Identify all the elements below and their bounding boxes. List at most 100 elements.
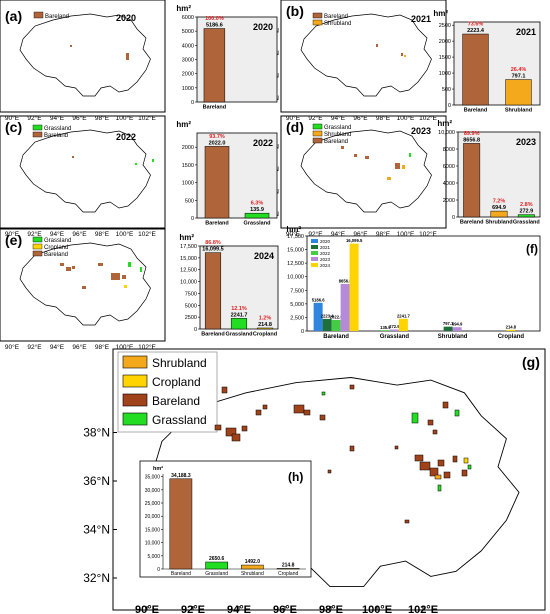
lon-tick-label: 102°E: [419, 114, 437, 122]
bar-panel-f: 0 2,500 5,000 7,500 10,000 12,500 15,000 17,500…: [286, 225, 541, 340]
lon-tick-label: 96°E: [72, 343, 87, 351]
x-tick-label: Bareland: [464, 108, 488, 114]
bar: [452, 327, 462, 331]
bar: [349, 243, 359, 331]
legend-label: Bareland: [324, 14, 348, 20]
lat-tick-label: 32°N: [83, 571, 110, 585]
percent-label: 7.2%: [493, 199, 506, 205]
percent-label: 6.3%: [251, 201, 264, 207]
lon-tick-label: 98°E: [95, 343, 110, 351]
y-axis-unit: hm²: [176, 4, 191, 13]
land-patch: [411, 412, 419, 424]
map-frame: [0, 228, 166, 342]
year-label: 2023: [516, 137, 536, 147]
y-tick-label: 30,000: [145, 488, 161, 494]
legend-swatch-shrubland: [122, 355, 148, 369]
legend-swatch: [311, 245, 318, 249]
x-tick-label: Cropland: [278, 571, 299, 577]
map-a: (a) Bareland 2020: [0, 0, 166, 113]
y-tick-label: 5000: [182, 29, 194, 35]
lon-tick-label: 100°E: [116, 343, 134, 351]
lon-tick-label: 100°E: [116, 114, 134, 122]
legend-swatch-grassland: [122, 412, 148, 426]
legend-label: Bareland: [45, 14, 69, 20]
y-tick-label: 2000: [182, 72, 194, 78]
percent-label: 89.9%: [464, 131, 480, 137]
lon-tick-label: 90°E: [135, 604, 159, 614]
land-patch: [467, 464, 472, 470]
x-tick-label: Bareland: [460, 220, 484, 226]
lat-tick-label: 36°N: [83, 474, 110, 488]
y-tick-label: 2000: [439, 39, 451, 45]
y-axis-unit: hm²: [179, 233, 194, 242]
lon-tick-label: 90°E: [5, 114, 20, 122]
lon-tick-label: 94°E: [331, 114, 346, 122]
year-label: 2022: [253, 138, 273, 148]
y-tick-label: 7500: [185, 291, 197, 297]
year-label: 2020: [116, 13, 136, 23]
percent-label: 73.6%: [468, 22, 484, 28]
legend-swatch: [311, 251, 318, 255]
year-label: 2022: [116, 132, 136, 142]
bar-bareland: [169, 478, 193, 570]
y-tick-label: 25,000: [145, 501, 161, 507]
bar-grassland: [205, 561, 228, 570]
y-tick-label: 2000: [182, 145, 194, 151]
data-label: 214.8: [506, 324, 517, 329]
y-tick-label: 4000: [182, 43, 194, 49]
legend-swatch-cropland: [32, 243, 43, 250]
land-patch: [255, 409, 262, 416]
lon-tick-label: 90°E: [5, 230, 20, 238]
lon-tick-label: 90°E: [286, 230, 301, 238]
land-patch: [442, 401, 449, 409]
panel-label: (h): [288, 470, 303, 484]
legend-swatch-grassland: [312, 123, 323, 130]
legend-swatch-shrubland: [312, 19, 323, 26]
y-tick-label: 0: [452, 215, 455, 221]
land-patch: [432, 429, 438, 435]
x-tick-label: Cropland: [253, 332, 277, 338]
data-label: 2241.7: [397, 313, 410, 318]
percent-label: 26.4%: [511, 67, 527, 73]
data-label: 797.1: [443, 321, 454, 326]
patch: [124, 285, 127, 288]
data-label: 135.9: [380, 325, 391, 330]
percent-label: 100.0%: [205, 16, 224, 22]
legend-label: Cropland: [44, 245, 68, 251]
map-frame: [280, 115, 447, 229]
map-c: (c) Grassland Bareland 2022: [0, 115, 166, 229]
x-tick-label: Grassland: [513, 220, 540, 226]
land-patch: [454, 409, 460, 417]
y-tick-label: 10,000: [287, 275, 304, 281]
lon-tick-label: 98°E: [95, 230, 110, 238]
bar-grassland: [244, 212, 270, 219]
land-patch: [427, 419, 434, 426]
panel-label: (d): [286, 119, 304, 135]
map-outline: [19, 129, 151, 213]
lon-tick-label: 92°E: [27, 343, 42, 351]
patch: [409, 153, 411, 157]
x-tick-label: Grassland: [226, 332, 253, 338]
land-patch: [419, 461, 431, 471]
latitude-ticks: 32°N 34°N 36°N 38°N: [83, 426, 117, 585]
year-label: 2024: [254, 251, 274, 261]
lon-tick-label: 92°E: [27, 114, 42, 122]
data-label: 34,188.3: [171, 473, 191, 479]
lon-tick-label: 98°E: [319, 604, 343, 614]
y-tick-label: 20,000: [145, 514, 161, 520]
lon-tick-label: 102°E: [419, 230, 437, 238]
x-tick-label: Cropland: [498, 334, 525, 340]
land-patch: [349, 445, 355, 452]
bar-panel-e: 0 2500 5000 7500 10,000 12,500 15,000 17,500 hm²…: [179, 233, 279, 338]
land-patch: [241, 425, 248, 432]
y-tick-label: 2000: [443, 198, 455, 204]
legend-label: 2024: [320, 263, 331, 268]
lon-tick-label: 96°E: [353, 114, 368, 122]
legend-swatch-cropland: [122, 374, 148, 388]
land-patch: [262, 404, 268, 410]
bar-bareland: [463, 143, 481, 218]
lon-tick-label: 96°E: [72, 114, 87, 122]
land-patch: [463, 457, 469, 464]
lon-tick-label: 102°E: [138, 114, 156, 122]
